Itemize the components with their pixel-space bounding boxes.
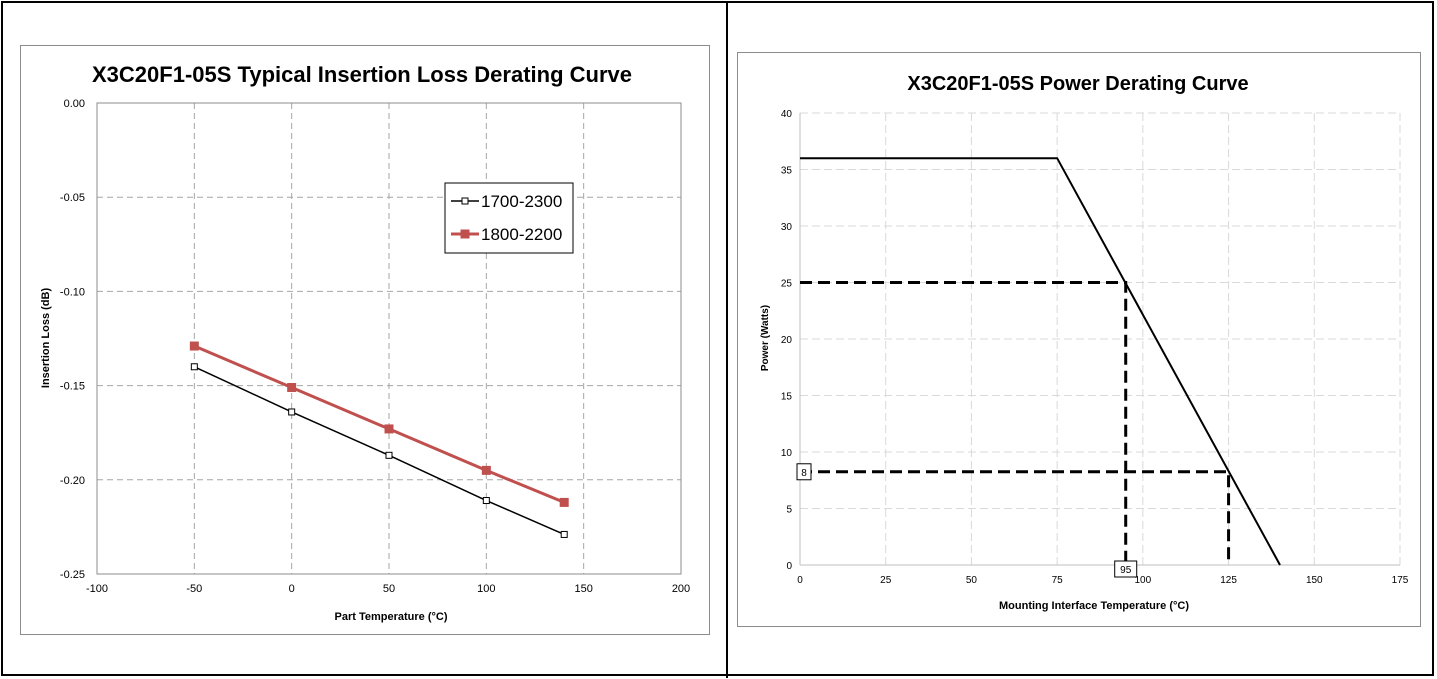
x-tick-label: 0 [797,575,803,586]
legend-swatch-marker [460,229,470,239]
x-tick-label: 125 [1220,575,1237,586]
data-point [482,497,490,505]
y-tick-label: 10 [781,448,793,459]
legend: 1700-2300 1800-2200 [444,182,574,254]
chart-title: X3C20F1-05S Typical Insertion Loss Derat… [92,62,632,87]
series-line-1700-2300 [194,366,565,536]
y-tick-label: 35 [781,166,793,177]
insertion-loss-chart-svg: X3C20F1-05S Typical Insertion Loss Derat… [40,62,690,623]
legend-label: 1700-2300 [481,192,562,211]
y-tick-label: -0.05 [60,192,85,204]
x-tick-label: 0 [289,583,295,595]
x-tick-label: 150 [1306,575,1323,586]
legend-label: 1800-2200 [481,225,562,244]
y-tick-label: 30 [781,222,793,233]
x-tick-label: 100 [1135,575,1152,586]
y-tick-label: 0.00 [64,98,85,110]
x-tick-label: -50 [186,583,202,595]
x-tick-label: 200 [672,583,690,595]
reference-dashed-line [800,470,1231,565]
power-derating-chart-svg: X3C20F1-05S Power Derating Curve 0 25 50 75… [760,73,1409,612]
legend-box [444,182,574,254]
chart-title: X3C20F1-05S Power Derating Curve [907,73,1248,95]
insertion-loss-chart: X3C20F1-05S Typical Insertion Loss Derat… [20,45,710,635]
y-tick-label: 15 [781,392,793,403]
derating-line [800,157,1281,566]
y-tick-label: 25 [781,279,793,290]
annotation-label: 95 [1120,565,1132,576]
annotation-label: 8 [801,468,807,479]
reference-dashed-line [800,281,1128,565]
x-tick-label: 150 [574,583,592,595]
y-tick-label: -0.25 [60,569,85,581]
series-line-1800-2200 [193,344,565,504]
annotation-box [1114,560,1138,578]
y-tick-label: 40 [781,109,793,120]
x-tick-label: 25 [880,575,892,586]
x-tick-label: -100 [86,583,108,595]
data-point [560,530,568,538]
panel-divider [726,3,728,678]
x-tick-label: 75 [1052,575,1064,586]
data-point [385,451,393,459]
annotation-box [796,463,812,481]
data-point [189,341,199,351]
y-axis-label: Power (Watts) [760,305,771,371]
power-derating-chart: X3C20F1-05S Power Derating Curve 0 25 50 75… [737,52,1421,627]
data-point [481,465,491,475]
x-tick-label: 50 [966,575,978,586]
plot-area [96,102,682,575]
x-tick-label: 100 [477,583,495,595]
x-tick-label: 175 [1392,575,1409,586]
y-tick-label: 20 [781,335,793,346]
data-point [559,497,569,507]
data-point [287,382,297,392]
data-point [190,363,198,371]
legend-swatch-marker [461,197,469,205]
y-tick-label: 5 [786,505,792,516]
y-tick-label: -0.10 [60,286,85,298]
y-tick-label: 0 [786,561,792,572]
x-axis-label: Part Temperature (°C) [335,611,448,623]
y-tick-label: -0.20 [60,475,85,487]
x-axis-label: Mounting Interface Temperature (°C) [999,600,1189,612]
x-tick-label: 50 [383,583,395,595]
data-point [288,408,296,416]
y-axis-label: Insertion Loss (dB) [40,288,52,389]
y-tick-label: -0.15 [60,381,85,393]
data-point [384,424,394,434]
